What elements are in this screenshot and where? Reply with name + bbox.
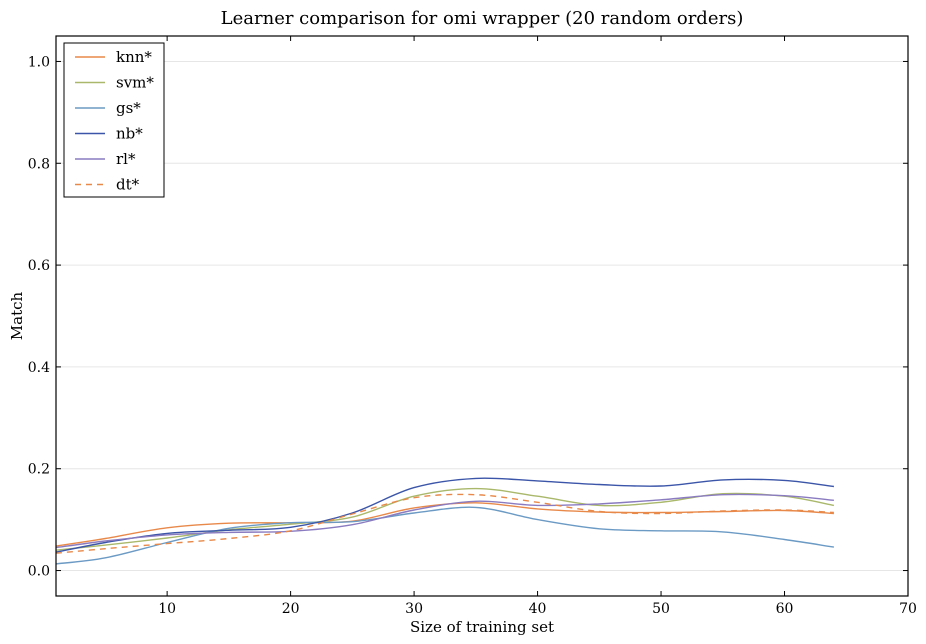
grid-lines bbox=[56, 60, 908, 572]
series-line-svm bbox=[55, 487, 835, 551]
legend-label-knn: knn* bbox=[116, 48, 152, 66]
x-axis-title: Size of training set bbox=[410, 618, 554, 636]
y-tick-label-2: 0.4 bbox=[28, 360, 50, 376]
legend-label-nb: nb* bbox=[116, 125, 143, 143]
legend-box bbox=[63, 42, 165, 198]
legend-label-rl: rl* bbox=[116, 150, 136, 168]
legend-label-gs: gs* bbox=[116, 99, 141, 117]
legend: knn* svm* gs* nb* rl* dt* bbox=[63, 42, 165, 198]
series-lines bbox=[55, 477, 835, 565]
x-tick-label-4: 50 bbox=[652, 601, 670, 617]
y-tick-label-1: 0.2 bbox=[28, 462, 50, 478]
x-tick-label-3: 40 bbox=[529, 601, 547, 617]
x-tick-label-6: 70 bbox=[899, 601, 917, 617]
y-tick-label-3: 0.6 bbox=[28, 258, 50, 274]
series-line-nb bbox=[55, 477, 834, 553]
y-tick-label-0: 0.0 bbox=[28, 564, 50, 580]
x-tick-label-5: 60 bbox=[776, 601, 794, 617]
series-line-rl bbox=[55, 493, 834, 549]
x-tick-label-1: 20 bbox=[282, 601, 300, 617]
plot-frame bbox=[55, 35, 909, 597]
chart-title: Learner comparison for omi wrapper (20 r… bbox=[221, 8, 744, 29]
x-tick-label-0: 10 bbox=[158, 601, 176, 617]
axis-ticks: 10 20 30 40 50 60 70 0.0 0.2 0.4 0.6 0.8 1.0 bbox=[28, 36, 917, 617]
y-tick-label-4: 0.8 bbox=[28, 156, 50, 172]
series-line-gs bbox=[55, 506, 835, 565]
y-axis-title: Match bbox=[8, 291, 26, 340]
legend-label-svm: svm* bbox=[116, 74, 154, 92]
y-tick-label-5: 1.0 bbox=[28, 54, 50, 70]
series-line-dt bbox=[55, 493, 834, 554]
legend-label-dt: dt* bbox=[116, 176, 140, 194]
x-tick-label-2: 30 bbox=[405, 601, 423, 617]
